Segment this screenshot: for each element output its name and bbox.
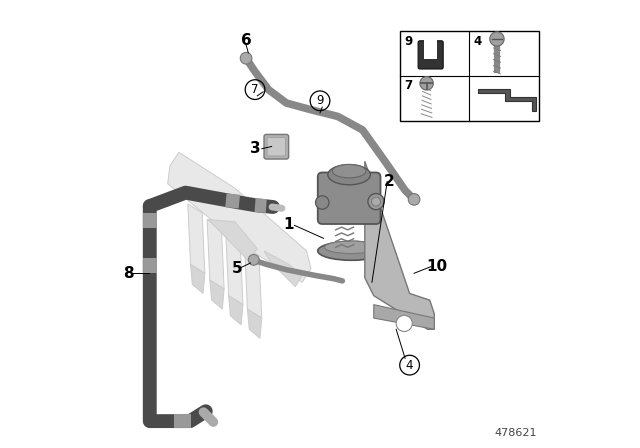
Polygon shape xyxy=(244,249,262,318)
Ellipse shape xyxy=(324,241,378,254)
Text: 8: 8 xyxy=(123,266,134,281)
Circle shape xyxy=(408,194,420,205)
Text: 478621: 478621 xyxy=(495,428,538,438)
Polygon shape xyxy=(210,280,224,309)
Polygon shape xyxy=(188,204,205,273)
Text: 3: 3 xyxy=(250,141,260,156)
Bar xyxy=(400,31,539,121)
Text: 4: 4 xyxy=(474,35,482,48)
Polygon shape xyxy=(168,152,311,282)
FancyBboxPatch shape xyxy=(317,172,380,224)
Polygon shape xyxy=(365,161,435,329)
Text: 5: 5 xyxy=(232,261,243,276)
Text: 7: 7 xyxy=(404,79,412,92)
FancyBboxPatch shape xyxy=(264,134,289,159)
Text: 7: 7 xyxy=(252,83,259,96)
Circle shape xyxy=(240,52,252,64)
Ellipse shape xyxy=(332,164,366,178)
Text: 2: 2 xyxy=(384,174,395,189)
Polygon shape xyxy=(264,251,302,287)
Text: 1: 1 xyxy=(284,216,294,232)
Polygon shape xyxy=(208,220,257,261)
Polygon shape xyxy=(191,264,205,293)
Polygon shape xyxy=(248,309,262,338)
Text: 6: 6 xyxy=(241,33,252,48)
Text: 4: 4 xyxy=(406,358,413,372)
Circle shape xyxy=(420,77,433,90)
Circle shape xyxy=(396,315,412,332)
FancyBboxPatch shape xyxy=(418,41,444,69)
Polygon shape xyxy=(374,305,435,329)
Circle shape xyxy=(368,194,384,210)
Text: 10: 10 xyxy=(426,259,447,274)
Ellipse shape xyxy=(317,241,385,260)
Text: 9: 9 xyxy=(404,35,412,48)
Text: 9: 9 xyxy=(316,94,324,108)
Circle shape xyxy=(316,196,329,209)
Polygon shape xyxy=(207,220,224,289)
Polygon shape xyxy=(226,235,243,305)
Circle shape xyxy=(371,197,380,206)
Circle shape xyxy=(248,254,259,265)
Ellipse shape xyxy=(328,165,371,185)
Bar xyxy=(424,37,437,59)
FancyBboxPatch shape xyxy=(267,138,285,156)
Circle shape xyxy=(490,32,504,46)
Polygon shape xyxy=(478,89,536,111)
Polygon shape xyxy=(228,296,243,325)
